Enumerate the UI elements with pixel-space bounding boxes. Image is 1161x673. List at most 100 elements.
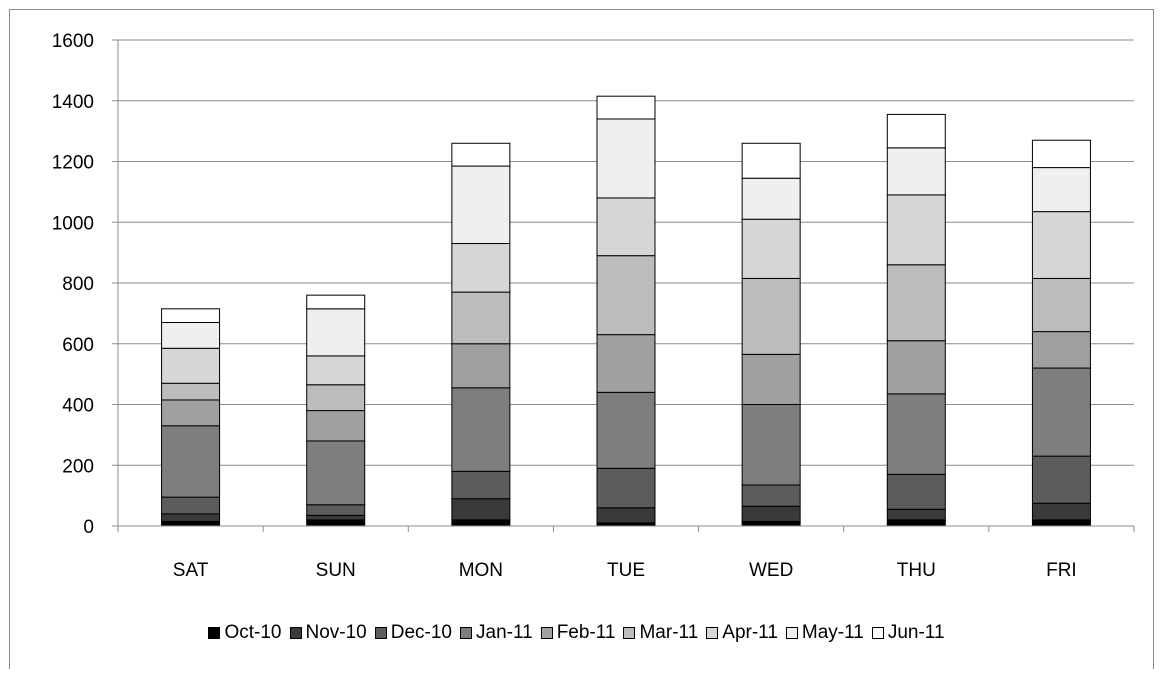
x-tick-label: TUE (607, 560, 645, 581)
legend-swatch (540, 627, 553, 639)
bar-segment-fri-jan-11 (1031, 367, 1091, 457)
bar-segment-sun-nov-10 (306, 514, 366, 521)
legend-label: Jan-11 (476, 622, 533, 643)
bar-segment-thu-dec-10 (886, 473, 946, 510)
bar-segment-sun-dec-10 (306, 504, 366, 516)
legend-swatch (706, 627, 719, 639)
bar-segment-wed-apr-11 (741, 218, 801, 279)
bar-segment-thu-nov-10 (886, 508, 946, 521)
legend-swatch (623, 627, 636, 639)
legend-item: Jan-11 (460, 622, 533, 644)
bar-segment-sat-jan-11 (161, 425, 221, 498)
bar-segment-sat-oct-10 (161, 520, 221, 527)
bar-segment-thu-may-11 (886, 147, 946, 196)
bar-segment-mon-nov-10 (451, 498, 511, 521)
y-tick-label: 400 (62, 396, 94, 417)
bar-segment-mon-oct-10 (451, 519, 511, 527)
bar-segment-thu-feb-11 (886, 340, 946, 395)
x-tick-label: SAT (173, 560, 209, 581)
bar-segment-sun-feb-11 (306, 410, 366, 442)
bar-segment-wed-may-11 (741, 177, 801, 220)
legend-label: Mar-11 (639, 622, 699, 643)
bar-segment-sat-may-11 (161, 321, 221, 349)
legend-swatch (871, 627, 884, 639)
bar-segment-tue-nov-10 (596, 507, 656, 524)
bars (161, 95, 1091, 527)
y-tick-label: 1000 (52, 213, 94, 234)
bar-segment-tue-jun-11 (596, 95, 656, 120)
y-tick-label: 0 (83, 517, 94, 538)
bar-segment-sun-apr-11 (306, 355, 366, 386)
bar-segment-mon-jan-11 (451, 387, 511, 472)
bar-segment-wed-jun-11 (741, 142, 801, 179)
legend-label: Nov-10 (305, 622, 367, 643)
bar-segment-mon-jun-11 (451, 142, 511, 167)
legend-item: Nov-10 (289, 622, 367, 644)
legend-swatch (208, 627, 221, 639)
bar-segment-fri-apr-11 (1031, 211, 1091, 279)
bar-segment-wed-feb-11 (741, 353, 801, 406)
bar-segment-fri-feb-11 (1031, 331, 1091, 369)
bar-segment-tue-dec-10 (596, 467, 656, 509)
bar-segment-sun-may-11 (306, 308, 366, 357)
bar-segment-tue-may-11 (596, 118, 656, 199)
bar-segment-sat-nov-10 (161, 513, 221, 522)
legend-swatch (289, 627, 302, 639)
legend-item: Mar-11 (623, 622, 698, 644)
legend-label: Apr-11 (722, 622, 778, 643)
legend-label: Dec-10 (390, 622, 452, 643)
legend-item: Feb-11 (540, 622, 616, 644)
bar-segment-thu-oct-10 (886, 519, 946, 527)
x-tick-label: SUN (316, 560, 356, 581)
bar-segment-sat-feb-11 (161, 399, 221, 427)
x-tick-label: WED (749, 560, 793, 581)
bar-segment-wed-jan-11 (741, 404, 801, 486)
bar-segment-sat-apr-11 (161, 347, 221, 384)
bar-segment-mon-mar-11 (451, 291, 511, 345)
bar-segment-fri-dec-10 (1031, 455, 1091, 504)
bar-segment-thu-apr-11 (886, 194, 946, 266)
y-tick-label: 600 (62, 335, 94, 356)
bar-segment-tue-apr-11 (596, 197, 656, 257)
bar-segment-fri-mar-11 (1031, 277, 1091, 333)
bar-segment-mon-may-11 (451, 165, 511, 245)
bar-segment-thu-mar-11 (886, 264, 946, 342)
bar-segment-sat-jun-11 (161, 308, 221, 323)
legend-item: Oct-10 (208, 622, 282, 644)
legend-label: Feb-11 (556, 622, 616, 643)
legend-item: Jun-11 (871, 622, 945, 644)
bar-segment-wed-dec-10 (741, 484, 801, 507)
legend-item: Dec-10 (374, 622, 452, 644)
legend-item: Apr-11 (706, 622, 778, 644)
bar-segment-mon-apr-11 (451, 243, 511, 293)
legend-swatch (374, 627, 387, 639)
bar-segment-wed-mar-11 (741, 277, 801, 355)
bar-segment-thu-jan-11 (886, 393, 946, 475)
y-tick-label: 200 (62, 456, 94, 477)
axes: 0 200 400 600 800 1000 1200 1400 1600 SAT SUN MON TU… (52, 31, 1135, 581)
bar-segment-wed-nov-10 (741, 505, 801, 522)
bar-segment-sun-oct-10 (306, 519, 366, 527)
legend-label: Jun-11 (887, 622, 945, 643)
bar-segment-mon-dec-10 (451, 470, 511, 500)
x-tick-label: MON (459, 560, 503, 581)
bar-segment-sat-mar-11 (161, 382, 221, 401)
legend-swatch (785, 627, 798, 639)
bar-segment-sun-jun-11 (306, 294, 366, 310)
bar-segment-sun-jan-11 (306, 440, 366, 506)
bar-segment-sun-mar-11 (306, 384, 366, 412)
bar-segment-thu-jun-11 (886, 113, 946, 149)
y-tick-label: 1200 (52, 153, 94, 174)
y-tick-label: 1400 (52, 92, 94, 113)
legend-label: May-11 (801, 622, 864, 643)
bar-segment-tue-mar-11 (596, 255, 656, 336)
y-tick-label: 1600 (52, 31, 94, 52)
bar-segment-tue-feb-11 (596, 334, 656, 393)
bar-segment-fri-jun-11 (1031, 139, 1091, 169)
bar-segment-fri-may-11 (1031, 167, 1091, 213)
bar-segment-wed-oct-10 (741, 520, 801, 527)
bar-segment-tue-jan-11 (596, 391, 656, 469)
bar-segment-fri-oct-10 (1031, 519, 1091, 527)
bar-segment-sat-dec-10 (161, 496, 221, 515)
